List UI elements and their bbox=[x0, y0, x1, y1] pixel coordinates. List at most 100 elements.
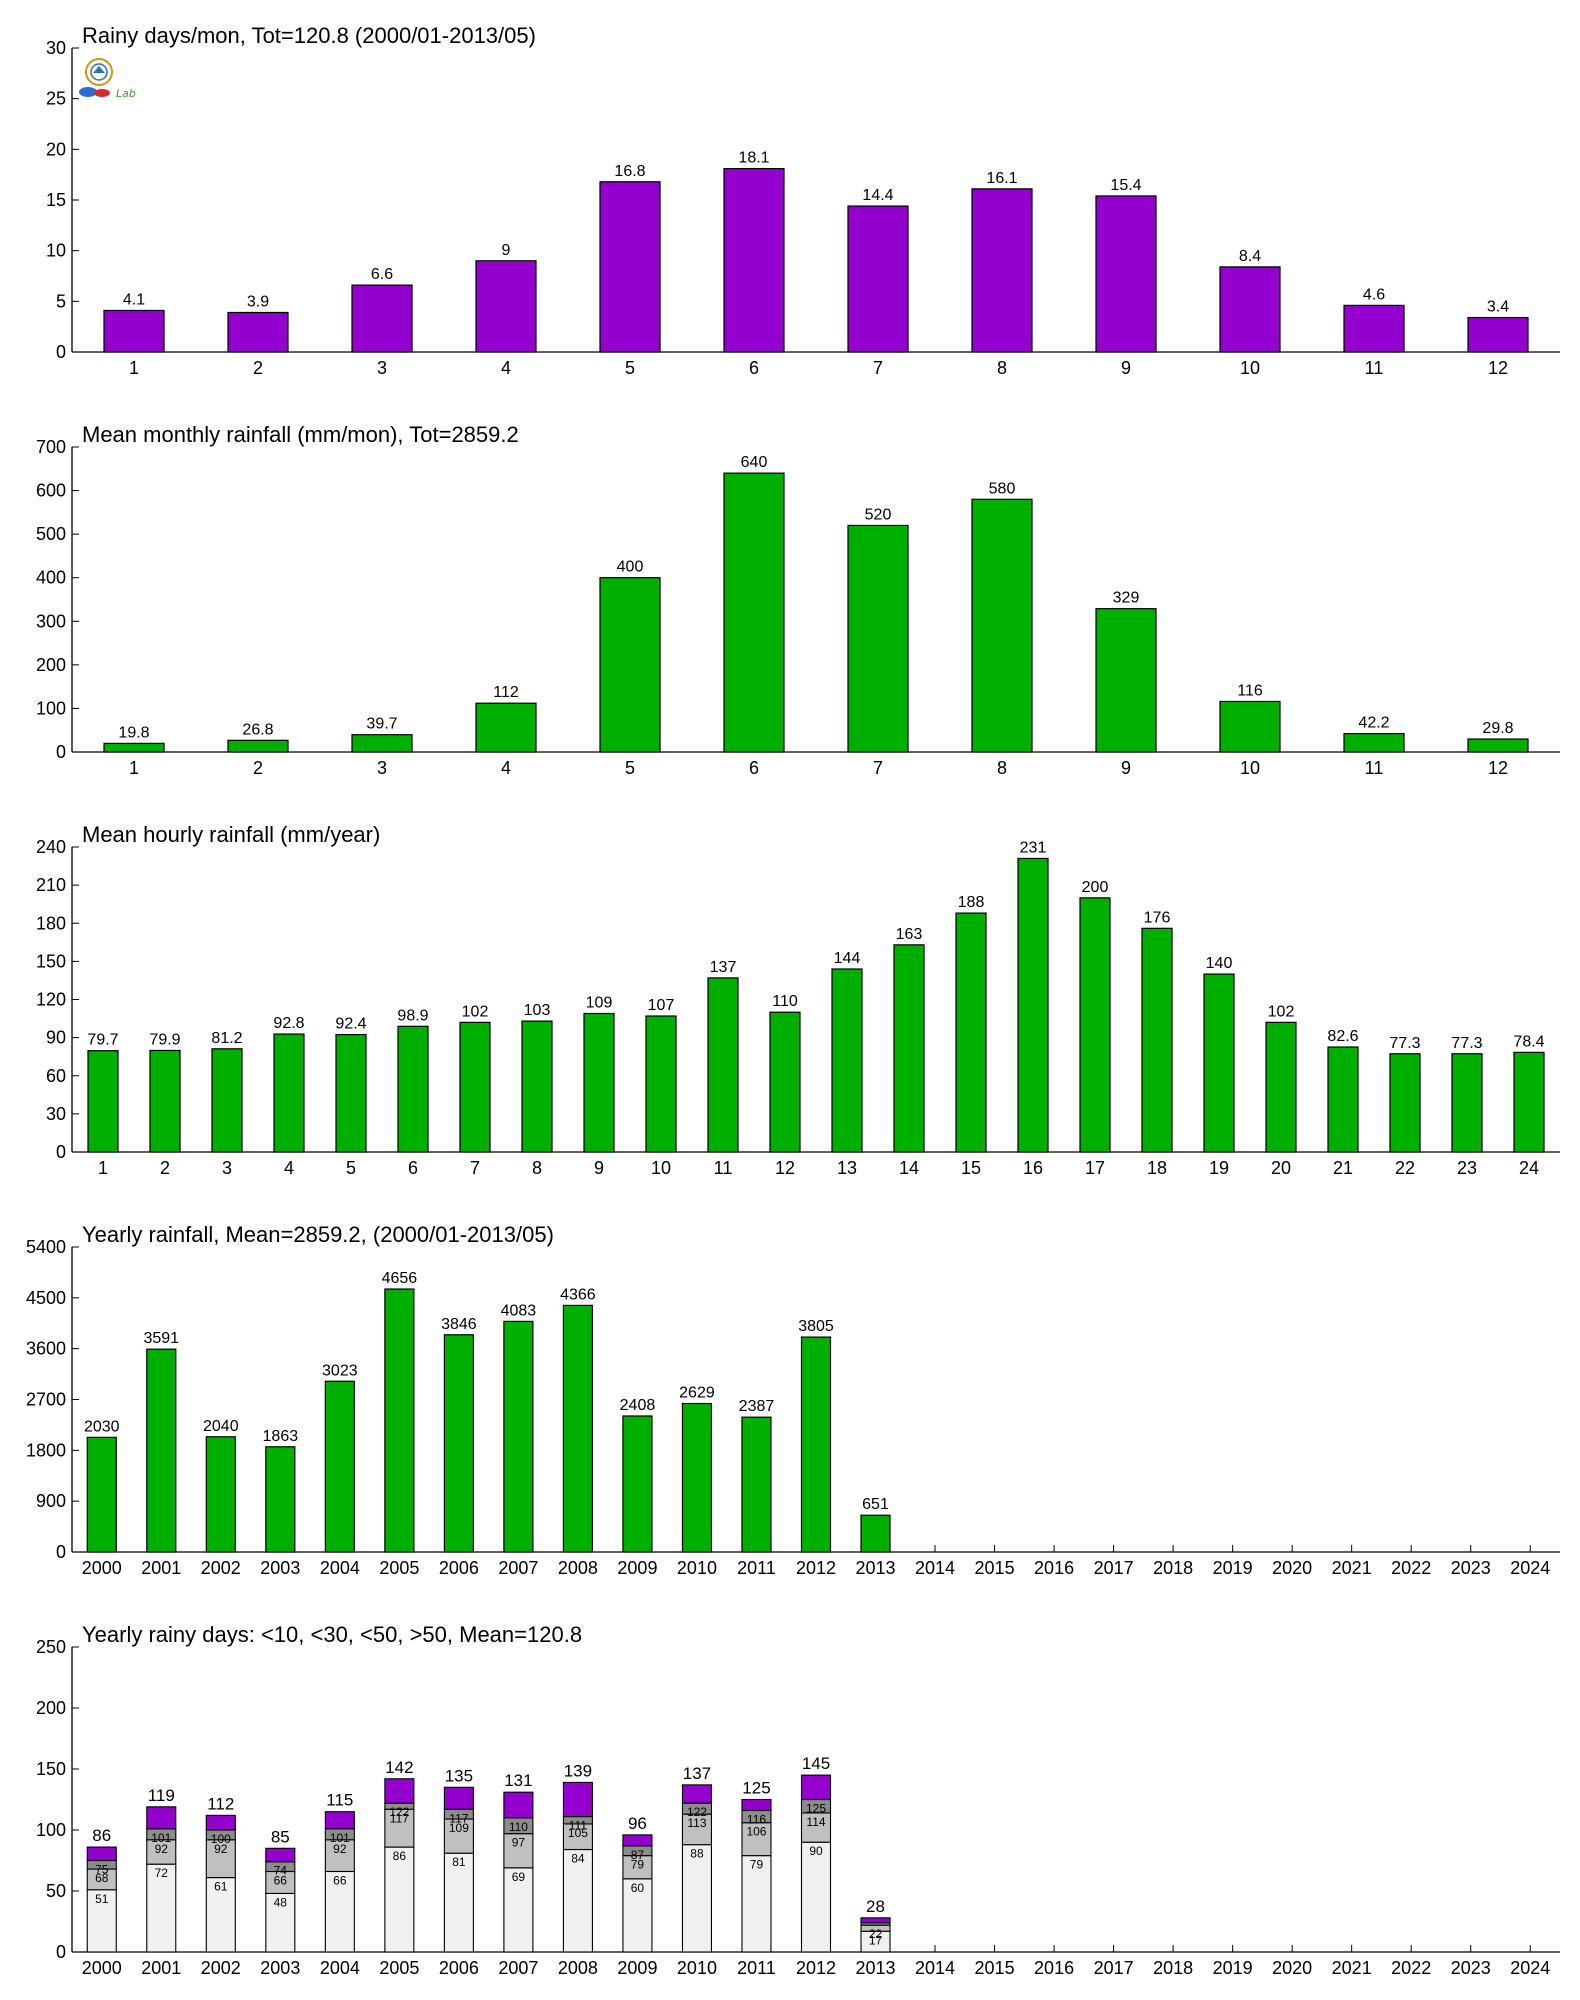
x-tick-label-4: 2024 bbox=[1510, 1958, 1550, 1978]
total-label-4: 131 bbox=[504, 1771, 532, 1790]
data-label-2: 110 bbox=[772, 993, 798, 1010]
x-tick-label-2: 12 bbox=[775, 1158, 795, 1178]
stack-segment-4 bbox=[503, 1867, 534, 1953]
x-tick-label-2: 14 bbox=[899, 1158, 919, 1178]
data-label-0: 15.4 bbox=[1110, 177, 1141, 194]
total-label-4: 112 bbox=[207, 1794, 234, 1813]
bar-2 bbox=[769, 1011, 801, 1153]
y-tick-label-3: 900 bbox=[36, 1491, 66, 1511]
bar-2 bbox=[1513, 1051, 1545, 1153]
bar-2 bbox=[583, 1012, 615, 1153]
y-tick-label-0: 30 bbox=[46, 38, 66, 58]
data-label-0: 3.4 bbox=[1487, 299, 1509, 316]
y-tick-label-1: 300 bbox=[36, 611, 66, 631]
segment-label-4: 97 bbox=[512, 1836, 526, 1850]
bar-2 bbox=[1017, 857, 1049, 1153]
y-tick-label-2: 150 bbox=[36, 951, 66, 971]
y-tick-label-0: 25 bbox=[46, 89, 66, 109]
data-label-2: 92.8 bbox=[273, 1015, 304, 1032]
data-label-2: 102 bbox=[1268, 1003, 1295, 1020]
segment-label-4: 87 bbox=[631, 1848, 645, 1862]
data-label-0: 3.9 bbox=[247, 293, 269, 310]
stack-segment-4 bbox=[800, 1774, 832, 1801]
data-label-2: 144 bbox=[834, 950, 861, 967]
data-label-2: 102 bbox=[462, 1003, 489, 1020]
data-label-2: 109 bbox=[586, 994, 613, 1011]
x-tick-label-3: 2008 bbox=[558, 1558, 598, 1578]
data-label-3: 2030 bbox=[84, 1418, 120, 1435]
segment-label-4: 100 bbox=[211, 1832, 231, 1846]
data-label-2: 188 bbox=[958, 894, 985, 911]
total-label-4: 96 bbox=[628, 1814, 647, 1833]
data-label-3: 3846 bbox=[441, 1316, 477, 1333]
segment-label-4: 114 bbox=[806, 1815, 825, 1829]
bar-2 bbox=[149, 1049, 181, 1153]
stack-segment-4 bbox=[384, 1778, 415, 1804]
bar-2 bbox=[831, 968, 863, 1153]
y-tick-label-3: 2700 bbox=[26, 1390, 66, 1410]
x-tick-label-4: 2022 bbox=[1391, 1958, 1431, 1978]
segment-label-4: 122 bbox=[687, 1805, 707, 1819]
data-label-1: 520 bbox=[865, 506, 892, 523]
data-label-3: 651 bbox=[862, 1496, 889, 1513]
segment-label-4: 125 bbox=[806, 1802, 826, 1816]
x-tick-label-4: 2015 bbox=[975, 1958, 1015, 1978]
bar-0 bbox=[971, 188, 1033, 353]
y-tick-label-3: 5400 bbox=[26, 1237, 66, 1257]
data-label-1: 329 bbox=[1113, 590, 1140, 607]
x-tick-label-2: 22 bbox=[1395, 1158, 1415, 1178]
stack-segment-4 bbox=[681, 1784, 713, 1804]
bar-0 bbox=[599, 181, 661, 353]
data-label-3: 3591 bbox=[143, 1330, 179, 1347]
x-tick-label-2: 9 bbox=[594, 1158, 604, 1178]
bar-2 bbox=[1451, 1053, 1483, 1153]
x-tick-label-1: 4 bbox=[501, 758, 511, 778]
x-tick-label-1: 3 bbox=[377, 758, 387, 778]
x-tick-label-2: 2 bbox=[160, 1158, 170, 1178]
bar-3 bbox=[562, 1304, 594, 1553]
data-label-3: 2040 bbox=[203, 1418, 239, 1435]
x-tick-label-4: 2023 bbox=[1451, 1958, 1491, 1978]
x-tick-label-4: 2019 bbox=[1213, 1958, 1253, 1978]
x-tick-label-0: 1 bbox=[129, 358, 139, 378]
segment-label-4: 22 bbox=[869, 1927, 883, 1941]
x-tick-label-3: 2022 bbox=[1391, 1558, 1431, 1578]
bar-2 bbox=[1203, 973, 1235, 1153]
bar-3 bbox=[265, 1446, 296, 1553]
x-tick-label-4: 2010 bbox=[677, 1958, 717, 1978]
segment-label-4: 60 bbox=[631, 1881, 645, 1895]
x-tick-label-2: 10 bbox=[651, 1158, 671, 1178]
x-tick-label-1: 5 bbox=[625, 758, 635, 778]
segment-label-4: 66 bbox=[333, 1873, 347, 1887]
total-label-4: 137 bbox=[683, 1764, 711, 1783]
x-tick-label-4: 2014 bbox=[915, 1958, 955, 1978]
x-tick-label-3: 2002 bbox=[201, 1558, 241, 1578]
x-tick-label-3: 2018 bbox=[1153, 1558, 1193, 1578]
x-tick-label-2: 4 bbox=[284, 1158, 294, 1178]
bar-1 bbox=[723, 472, 785, 753]
data-label-2: 79.7 bbox=[87, 1032, 118, 1049]
x-tick-label-2: 11 bbox=[714, 1158, 733, 1178]
x-tick-label-2: 19 bbox=[1209, 1158, 1229, 1178]
segment-label-4: 101 bbox=[151, 1831, 171, 1845]
data-label-2: 78.4 bbox=[1513, 1033, 1544, 1050]
data-label-1: 39.7 bbox=[366, 716, 397, 733]
x-tick-label-2: 13 bbox=[837, 1158, 857, 1178]
bar-1 bbox=[599, 577, 661, 753]
chart-title-0: Rainy days/mon, Tot=120.8 (2000/01-2013/… bbox=[82, 23, 536, 48]
bar-2 bbox=[87, 1050, 119, 1153]
y-tick-label-2: 30 bbox=[46, 1104, 66, 1124]
data-label-3: 2408 bbox=[620, 1397, 656, 1414]
segment-label-4: 117 bbox=[390, 1811, 409, 1825]
data-label-1: 26.8 bbox=[242, 721, 273, 738]
data-label-2: 107 bbox=[648, 997, 675, 1014]
bar-3 bbox=[860, 1514, 891, 1553]
bar-2 bbox=[1141, 927, 1173, 1153]
bar-1 bbox=[103, 742, 165, 753]
data-label-3: 4083 bbox=[501, 1302, 537, 1319]
x-tick-label-2: 8 bbox=[532, 1158, 542, 1178]
data-label-2: 81.2 bbox=[211, 1030, 242, 1047]
stack-segment-4 bbox=[800, 1841, 832, 1953]
y-tick-label-2: 120 bbox=[36, 990, 66, 1010]
